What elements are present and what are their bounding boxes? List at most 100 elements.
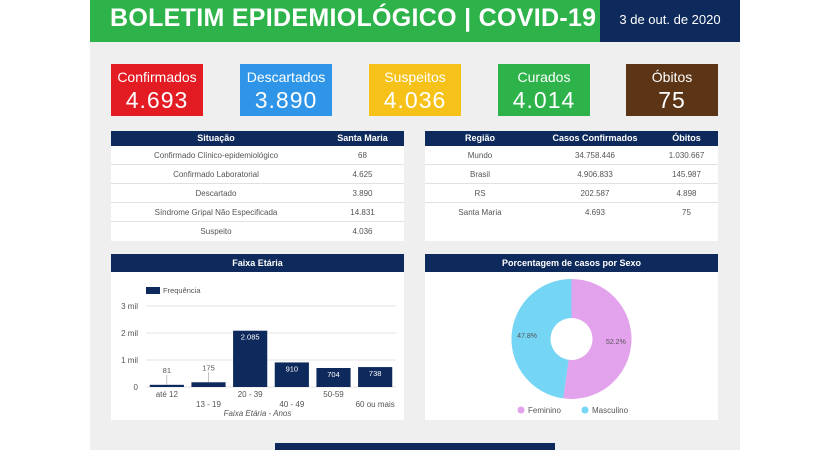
bar [316, 367, 351, 387]
x-tick-label: 50-59 [323, 390, 344, 399]
card-value: 4.693 [125, 87, 189, 113]
table-row: Confirmado Laboratorial 4.625 [111, 165, 404, 184]
table-row: Confirmado Clínico-epidemiológico 68 [111, 146, 404, 165]
cell-obitos: 4.898 [676, 189, 697, 198]
pie-slice [511, 279, 572, 399]
col-header-santa-maria: Santa Maria [337, 133, 388, 143]
bar [149, 384, 184, 387]
legend-label: Frequência [163, 286, 201, 295]
col-header-obitos: Óbitos [672, 133, 701, 143]
table-row: Descartado 3.890 [111, 184, 404, 203]
x-axis-label: Faixa Etária - Anos [224, 409, 292, 418]
card-label: Óbitos [651, 69, 693, 85]
x-tick-label: 20 - 39 [238, 390, 263, 399]
bar-value-label: 704 [327, 370, 340, 379]
cell-value: 3.890 [352, 189, 373, 198]
table-row: Brasil 4.906.833 145.987 [425, 165, 718, 184]
table-row: RS 202.587 4.898 [425, 184, 718, 203]
bar-value-label: 81 [163, 366, 171, 375]
legend-label: Feminino [528, 406, 561, 415]
card-value: 75 [658, 87, 686, 113]
y-tick-label: 0 [134, 383, 139, 392]
dashboard: BOLETIM EPIDEMIOLÓGICO | COVID-19 3 de o… [90, 0, 740, 450]
bar [358, 367, 393, 387]
chart-title: Faixa Etária [111, 254, 404, 272]
table-row: Santa Maria 4.693 75 [425, 203, 718, 222]
cell-casos: 202.587 [580, 189, 610, 198]
sexo-panel: Porcentagem de casos por Sexo 52.2% 47.8%… [425, 254, 718, 420]
cell-casos: 34.758.446 [574, 151, 616, 160]
cell-regiao: Brasil [469, 170, 490, 179]
y-tick-label: 3 mil [121, 302, 138, 311]
card-label: Suspeitos [384, 69, 446, 85]
chart-title: Porcentagem de casos por Sexo [425, 254, 718, 272]
cell-situacao: Descartado [195, 189, 237, 198]
cell-casos: 4.693 [584, 208, 606, 217]
legend-label: Masculino [592, 406, 629, 415]
x-tick-label: 13 - 19 [196, 400, 221, 409]
y-tick-label: 1 mil [121, 356, 138, 365]
pie-slice [563, 279, 632, 399]
card-label: Curados [517, 69, 571, 85]
regiao-table: Região Casos Confirmados Óbitos Mundo 34… [425, 131, 718, 241]
col-header-situacao: Situação [197, 133, 235, 143]
card-value: 3.890 [254, 87, 318, 113]
faixa-etaria-panel: Faixa Etária 0 1 mil 2 mil 3 mil 81 175 2.085… [111, 254, 404, 420]
legend-dot [517, 406, 525, 414]
pie-value-label: 52.2% [606, 339, 626, 346]
cell-regiao: Mundo [467, 151, 493, 160]
bar-chart: 0 1 mil 2 mil 3 mil 81 175 2.085 910 704 738 até… [121, 286, 396, 418]
situacao-table: Situação Santa Maria Confirmado Clínico-… [111, 131, 404, 241]
cell-situacao: Suspeito [200, 227, 232, 236]
x-tick-label: até 12 [156, 390, 179, 399]
page-title: BOLETIM EPIDEMIOLÓGICO | COVID-19 [110, 4, 597, 32]
bar-value-label: 175 [202, 363, 215, 372]
card-suspeitos: Suspeitos 4.036 [369, 64, 461, 116]
cell-obitos: 75 [682, 208, 691, 217]
card-value: 4.014 [512, 87, 576, 113]
cell-regiao: Santa Maria [458, 208, 502, 217]
table-row: Mundo 34.758.446 1.030.667 [425, 146, 718, 165]
x-tick-label: 60 ou mais [356, 400, 395, 409]
cell-regiao: RS [474, 189, 486, 198]
cell-situacao: Confirmado Clínico-epidemiológico [153, 151, 279, 160]
legend-dot [581, 406, 589, 414]
card-label: Descartados [246, 69, 326, 85]
card-label: Confirmados [117, 69, 197, 85]
bar-value-label: 910 [286, 364, 299, 373]
pie-value-label: 47.8% [517, 333, 537, 340]
x-tick-label: 40 - 49 [279, 400, 304, 409]
cell-casos: 4.906.833 [577, 170, 613, 179]
cell-situacao: Síndrome Gripal Não Especificada [154, 208, 278, 217]
cell-obitos: 1.030.667 [668, 151, 705, 160]
header-bar: BOLETIM EPIDEMIOLÓGICO | COVID-19 3 de o… [90, 0, 740, 42]
bar [274, 362, 309, 387]
cell-value: 4.036 [352, 227, 373, 236]
card-value: 4.036 [383, 87, 447, 113]
bar [191, 382, 226, 387]
donut-chart: 52.2% 47.8% Feminino Masculino [511, 279, 632, 415]
legend-swatch [146, 287, 160, 294]
card-obitos: Óbitos 75 [626, 64, 718, 116]
card-confirmados: Confirmados 4.693 [111, 64, 203, 116]
table-row: Síndrome Gripal Não Especificada 14.831 [111, 203, 404, 222]
cell-obitos: 145.987 [672, 170, 701, 179]
y-tick-label: 2 mil [121, 329, 138, 338]
table-row: Suspeito 4.036 [111, 222, 404, 241]
date-box: 3 de out. de 2020 [600, 0, 740, 42]
col-header-regiao: Região [464, 133, 495, 143]
card-descartados: Descartados 3.890 [240, 64, 332, 116]
table-header: Região Casos Confirmados Óbitos [425, 131, 718, 146]
table-header: Situação Santa Maria [111, 131, 404, 146]
card-curados: Curados 4.014 [498, 64, 590, 116]
bar-value-label: 738 [369, 369, 382, 378]
cell-situacao: Confirmado Laboratorial [173, 170, 259, 179]
bottom-bar [275, 443, 555, 450]
col-header-casos: Casos Confirmados [552, 133, 638, 143]
bar-value-label: 2.085 [241, 333, 260, 342]
bar [233, 330, 268, 387]
cell-value: 4.625 [352, 170, 373, 179]
cell-value: 68 [358, 151, 367, 160]
cell-value: 14.831 [350, 208, 375, 217]
report-date: 3 de out. de 2020 [619, 12, 721, 27]
